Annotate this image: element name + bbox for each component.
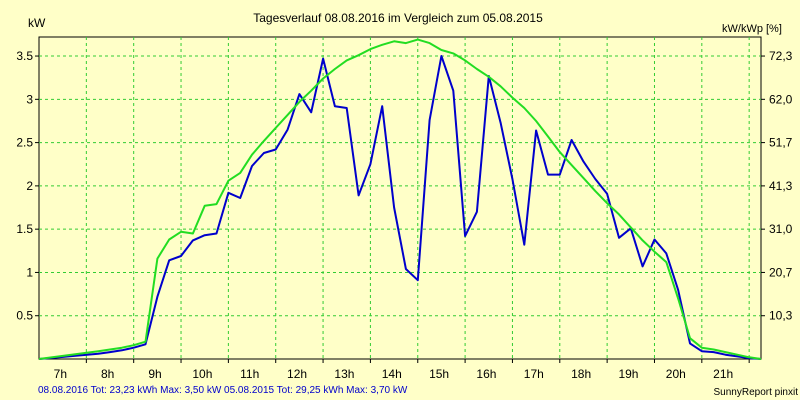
y-tick-label-right-3: 41,3 [769,179,793,193]
x-tick-label-8: 15h [429,367,449,381]
footer-credit: SunnyReport pinxit [714,387,799,398]
x-tick-label-2: 9h [148,367,161,381]
y-tick-label-left-0: 0.5 [16,309,33,323]
x-tick-label-5: 12h [287,367,307,381]
y-tick-label-right-1: 20,7 [769,265,793,279]
x-tick-label-9: 16h [476,367,496,381]
x-tick-label-3: 10h [192,367,212,381]
x-tick-label-1: 8h [101,367,114,381]
x-tick-label-12: 19h [618,367,638,381]
x-tick-label-14: 21h [713,367,733,381]
x-tick-label-6: 13h [334,367,354,381]
footer-legend: 08.08.2016 Tot: 23,23 kWh Max: 3,50 kW 0… [38,385,408,396]
series-line-1 [38,38,762,360]
x-tick-label-11: 18h [571,367,591,381]
y-tick-label-left-2: 1.5 [16,222,33,236]
y-tick-label-left-5: 3 [26,92,33,106]
y-tick-label-left-3: 2 [26,179,33,193]
series-lines [38,38,762,360]
y-tick-label-right-5: 62,0 [769,92,793,106]
y-axis-label-left: kW [28,16,46,30]
series-line-0 [38,55,762,360]
plot-area [38,36,762,360]
y-tick-label-left-6: 3.5 [16,49,33,63]
y-tick-label-left-4: 2.5 [16,136,33,150]
grid [39,37,761,359]
y-tick-label-left-1: 1 [26,265,33,279]
x-tick-label-7: 14h [382,367,402,381]
axis-ticks: 7h 8h 9h 10h 11h 12h 13h 14h 15h 16h 17h 18h 19h 20h 2… [16,49,792,381]
x-tick-label-4: 11h [240,367,259,381]
y-tick-label-right-2: 31,0 [769,222,793,236]
y-tick-label-right-6: 72,3 [769,49,793,63]
y-tick-label-right-0: 10,3 [769,309,793,323]
y-tick-label-right-4: 51,7 [769,136,793,150]
y-axis-label-right: kW/kWp [%] [722,23,782,35]
x-tick-label-10: 17h [524,367,544,381]
chart-title: Tagesverlauf 08.08.2016 im Vergleich zum… [253,11,543,25]
x-tick-label-0: 7h [54,367,67,381]
x-tick-label-13: 20h [666,367,686,381]
